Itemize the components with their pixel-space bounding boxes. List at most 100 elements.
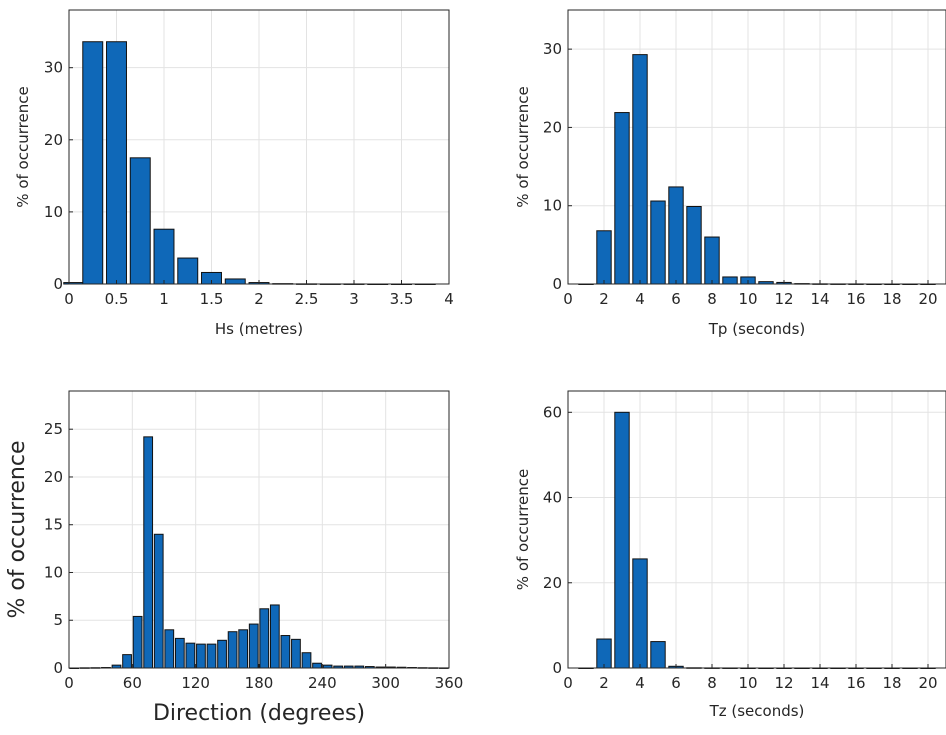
x-tick-label: 16 <box>846 290 865 308</box>
x-tick-label: 20 <box>918 290 937 308</box>
bar <box>632 558 648 669</box>
bar <box>106 41 127 285</box>
bar <box>132 615 143 669</box>
x-tick-label: 4 <box>635 674 645 692</box>
y-tick-label: 10 <box>44 563 63 581</box>
y-axis-label: % of occurrence <box>5 440 30 618</box>
x-tick-label: 2 <box>599 674 609 692</box>
x-tick-label: 180 <box>245 674 274 692</box>
chart-dir: 0 60 120 180 240 300 360 0 5 10 15 20 25 Direction (d… <box>5 390 463 726</box>
x-tick-label: 18 <box>882 674 901 692</box>
x-tick-label: 18 <box>882 290 901 308</box>
x-axis-label: Tz (seconds) <box>709 702 805 720</box>
bars <box>578 411 936 669</box>
bar <box>686 205 702 285</box>
y-tick-label: 20 <box>543 118 562 136</box>
y-tick-label: 30 <box>543 40 562 58</box>
bar <box>143 436 154 669</box>
x-axis-label: Direction (degrees) <box>153 701 365 726</box>
tick-labels: 0 2 4 6 8 10 12 14 16 18 20 0 10 20 30 <box>543 40 938 308</box>
y-tick-label: 10 <box>543 197 562 215</box>
x-tick-label: 14 <box>810 290 829 308</box>
bar <box>248 623 259 669</box>
bar <box>185 642 196 669</box>
x-tick-label: 0.5 <box>105 290 129 308</box>
bar <box>668 186 684 285</box>
y-axis-label: % of occurrence <box>14 86 32 207</box>
x-tick-label: 12 <box>774 674 793 692</box>
x-tick-label: 1 <box>159 290 169 308</box>
x-tick-label: 0 <box>563 290 573 308</box>
bar <box>269 604 280 669</box>
x-tick-label: 1.5 <box>200 290 224 308</box>
bars <box>63 41 436 285</box>
y-tick-label: 20 <box>543 574 562 592</box>
y-tick-label: 20 <box>44 131 63 149</box>
bar <box>227 631 238 669</box>
chart-hs: 0 0.5 1 1.5 2 2.5 3 3.5 4 0 10 20 30 Hs (metres) % of … <box>14 9 454 338</box>
x-tick-label: 8 <box>707 290 717 308</box>
y-tick-label: 10 <box>44 203 63 221</box>
tick-labels: 0 0.5 1 1.5 2 2.5 3 3.5 4 0 10 20 30 <box>44 59 454 308</box>
bar <box>722 276 738 285</box>
x-tick-label: 14 <box>810 674 829 692</box>
y-tick-label: 0 <box>552 275 562 293</box>
x-tick-label: 360 <box>435 674 464 692</box>
bars <box>578 54 936 285</box>
x-axis-label: Tp (seconds) <box>708 320 805 338</box>
bar <box>614 411 630 669</box>
x-tick-label: 10 <box>738 674 757 692</box>
x-tick-label: 0 <box>563 674 573 692</box>
x-tick-label: 2 <box>254 290 264 308</box>
y-tick-label: 0 <box>53 659 63 677</box>
bar <box>82 41 104 285</box>
bar <box>650 200 666 285</box>
tick-labels: 0 60 120 180 240 300 360 0 5 10 15 20 25 <box>44 420 463 692</box>
bar <box>206 643 217 669</box>
x-tick-label: 240 <box>308 674 337 692</box>
x-tick-label: 120 <box>181 674 210 692</box>
x-tick-label: 12 <box>774 290 793 308</box>
bar <box>224 278 246 285</box>
y-tick-label: 20 <box>44 468 63 486</box>
x-tick-label: 16 <box>846 674 865 692</box>
bar <box>153 533 164 669</box>
bar <box>174 637 185 669</box>
x-tick-label: 4 <box>635 290 645 308</box>
axes-box <box>567 390 946 669</box>
y-tick-label: 15 <box>44 516 63 534</box>
bar <box>196 643 206 669</box>
chart-tz: 0 2 4 6 8 10 12 14 16 18 20 0 20 40 60 Tz (seconds) % of… <box>514 390 946 720</box>
y-axis-label: % of occurrence <box>514 469 532 590</box>
y-tick-label: 0 <box>53 275 63 293</box>
bar <box>164 629 175 669</box>
bar <box>177 257 199 285</box>
bar <box>301 652 312 669</box>
x-tick-label: 2 <box>599 290 609 308</box>
bar <box>704 236 720 285</box>
x-tick-label: 60 <box>123 674 142 692</box>
x-tick-label: 3.5 <box>390 290 414 308</box>
y-axis-label: % of occurrence <box>514 86 532 207</box>
bar <box>614 112 630 285</box>
bar <box>312 662 322 669</box>
bar <box>596 638 612 669</box>
x-tick-label: 0 <box>64 674 74 692</box>
bar <box>259 608 270 669</box>
x-tick-label: 3 <box>349 290 359 308</box>
x-tick-label: 10 <box>738 290 757 308</box>
bars <box>69 436 449 669</box>
chart-tp: 0 2 4 6 8 10 12 14 16 18 20 0 10 20 30 Tp (seconds) % of… <box>514 9 946 338</box>
x-tick-label: 6 <box>671 674 681 692</box>
bar <box>291 638 301 669</box>
bar <box>238 629 249 669</box>
bar <box>217 639 227 669</box>
bar <box>650 641 666 669</box>
x-tick-label: 4 <box>444 290 454 308</box>
y-tick-label: 0 <box>552 659 562 677</box>
y-tick-label: 5 <box>53 611 63 629</box>
y-tick-label: 30 <box>44 59 63 77</box>
bar <box>153 228 175 285</box>
y-tick-label: 25 <box>44 420 63 438</box>
